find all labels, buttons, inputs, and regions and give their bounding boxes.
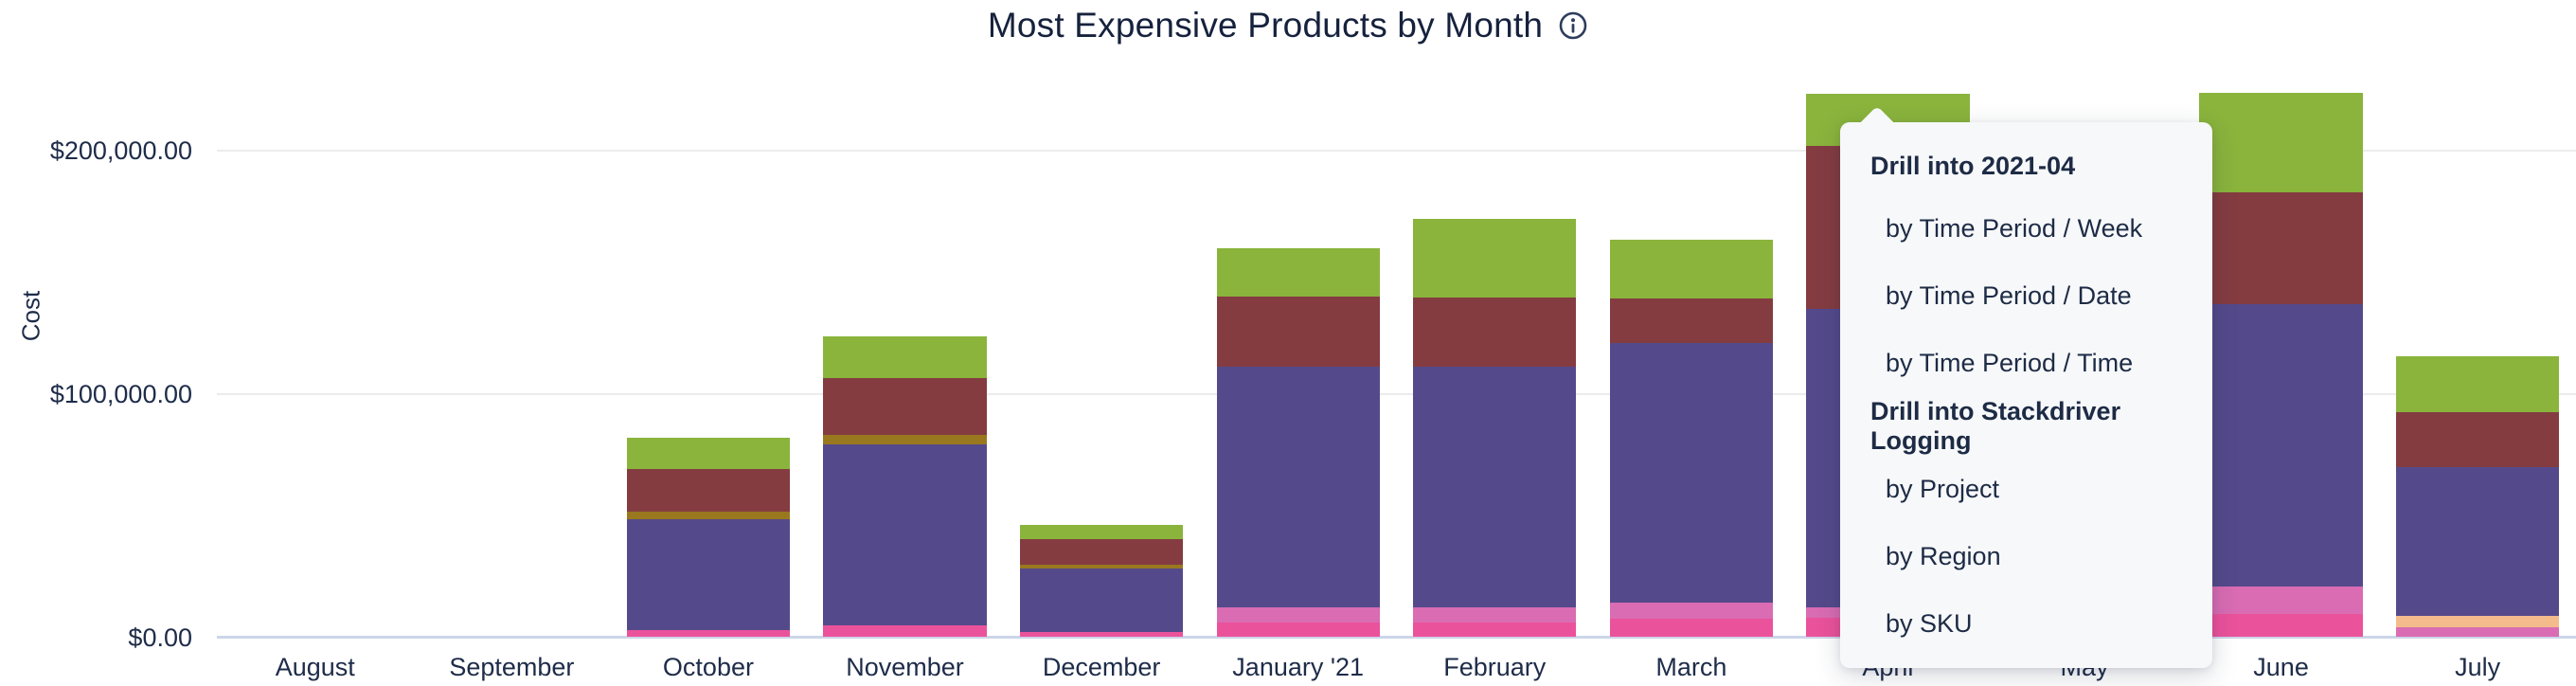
bar-segment-maroon-segment-march[interactable] (1609, 298, 1773, 343)
menu-item-by-date[interactable]: by Time Period / Date (1886, 281, 2132, 310)
bar-segment-maroon-segment-october[interactable] (626, 469, 791, 512)
bar-column-january-21 (1216, 248, 1380, 637)
info-icon[interactable] (1558, 10, 1588, 41)
bar-column-march (1609, 240, 1773, 637)
bar-segment-green-segment-november[interactable] (823, 336, 987, 378)
bar-segment-maroon-segment-july[interactable] (2396, 412, 2560, 467)
bar-column-february (1413, 219, 1577, 637)
bar-segment-maroon-segment-december[interactable] (1019, 539, 1184, 565)
bar-slot-july (2379, 0, 2576, 637)
bar-segment-purple-segment-february[interactable] (1413, 367, 1577, 607)
x-axis-label-february: February (1443, 653, 1547, 681)
bar-segment-olive-segment-november[interactable] (823, 435, 987, 444)
bar-column-october (626, 438, 791, 637)
bar-segment-maroon-segment-february[interactable] (1413, 298, 1577, 367)
gridline-200000 (217, 150, 2576, 152)
x-axis-label-june: June (2253, 653, 2309, 681)
bar-segment-purple-segment-december[interactable] (1019, 569, 1184, 632)
x-axis-label-october: October (662, 653, 754, 681)
y-tick-200000: $200,000.00 (49, 136, 192, 165)
bar-slot-october (610, 0, 807, 637)
bar-segment-green-segment-january-21[interactable] (1216, 248, 1380, 297)
bar-segment-magenta-segment-january-21[interactable] (1216, 623, 1380, 637)
bar-segment-green-segment-july[interactable] (2396, 356, 2560, 412)
bar-slot-march (1593, 0, 1790, 637)
x-axis-labels: August September October November December Ja… (217, 652, 2576, 682)
menu-item-by-time[interactable]: by Time Period / Time (1886, 349, 2134, 377)
bar-segment-maroon-segment-january-21[interactable] (1216, 297, 1380, 367)
bar-segment-magenta-segment-february[interactable] (1413, 623, 1577, 637)
bar-column-november (823, 336, 987, 637)
bar-segment-green-segment-march[interactable] (1609, 240, 1773, 298)
bar-segment-purple-segment-june[interactable] (2199, 304, 2363, 587)
drill-context-menu: Drill into 2021-04 by Time Period / Week… (1840, 105, 2212, 668)
x-axis-label-november: November (846, 653, 964, 681)
bar-segment-orchid-segment-january-21[interactable] (1216, 607, 1380, 623)
menu-item-by-region[interactable]: by Region (1886, 542, 2001, 570)
x-axis-label-september: September (449, 653, 575, 681)
bar-segment-orchid-segment-february[interactable] (1413, 607, 1577, 623)
x-axis-label-december: December (1042, 653, 1161, 681)
bar-segment-green-segment-february[interactable] (1413, 219, 1577, 298)
bar-segment-green-segment-october[interactable] (626, 438, 791, 469)
bar-segment-magenta-segment-november[interactable] (823, 625, 987, 637)
bar-segment-olive-segment-october[interactable] (626, 512, 791, 519)
bar-slot-december (1003, 0, 1200, 637)
menu-item-by-sku[interactable]: by SKU (1886, 609, 1973, 638)
bar-segment-magenta-segment-march[interactable] (1609, 619, 1773, 637)
bar-segment-purple-segment-november[interactable] (823, 444, 987, 625)
x-axis-label-january-21: January '21 (1232, 653, 1365, 681)
bar-slot-june (2183, 0, 2380, 637)
bar-segment-purple-segment-october[interactable] (626, 519, 791, 630)
x-axis-label-july: July (2455, 653, 2501, 681)
menu-section-header-time: Drill into 2021-04 (1870, 151, 2076, 180)
bar-segment-maroon-segment-june[interactable] (2199, 192, 2363, 304)
bar-segment-olive-segment-december[interactable] (1019, 565, 1184, 569)
gridline-100000 (217, 393, 2576, 395)
page-title: Most Expensive Products by Month (987, 6, 1544, 45)
bar-segment-green-segment-december[interactable] (1019, 525, 1184, 539)
bar-segment-purple-segment-july[interactable] (2396, 467, 2560, 616)
bar-segment-purple-segment-january-21[interactable] (1216, 367, 1380, 607)
bar-column-july (2396, 356, 2560, 637)
menu-item-by-week[interactable]: by Time Period / Week (1886, 214, 2143, 243)
y-tick-100000: $100,000.00 (49, 380, 192, 408)
bar-segment-magenta-segment-october[interactable] (626, 630, 791, 637)
plot-area (217, 0, 2576, 637)
x-axis-label-march: March (1655, 653, 1727, 681)
bar-segment-purple-segment-march[interactable] (1609, 343, 1773, 603)
bar-segment-green-segment-june[interactable] (2199, 93, 2363, 192)
bar-segment-maroon-segment-november[interactable] (823, 378, 987, 435)
bar-slot-november (807, 0, 1004, 637)
bar-segment-orchid-segment-july[interactable] (2396, 627, 2560, 637)
bar-segment-peach-segment-july[interactable] (2396, 616, 2560, 627)
menu-item-by-project[interactable]: by Project (1886, 475, 2000, 503)
bar-segment-magenta-segment-december[interactable] (1019, 632, 1184, 637)
menu-section-header-product: Drill into Stackdriver Logging (1870, 397, 2121, 455)
bar-column-december (1019, 525, 1184, 637)
bar-slot-january-21 (1200, 0, 1397, 637)
y-axis-title: Cost (16, 290, 45, 342)
chart-header: Most Expensive Products by Month (0, 6, 2576, 45)
y-tick-0: $0.00 (128, 623, 192, 652)
bar-segment-orchid-segment-march[interactable] (1609, 603, 1773, 619)
bar-segment-magenta-segment-june[interactable] (2199, 614, 2363, 637)
x-axis-baseline (217, 636, 2576, 639)
bar-column-june (2199, 93, 2363, 637)
bar-slot-august (217, 0, 414, 637)
bar-slot-february (1396, 0, 1593, 637)
bar-slot-september (414, 0, 611, 637)
bar-segment-orchid-segment-june[interactable] (2199, 587, 2363, 614)
x-axis-label-august: August (275, 653, 355, 681)
